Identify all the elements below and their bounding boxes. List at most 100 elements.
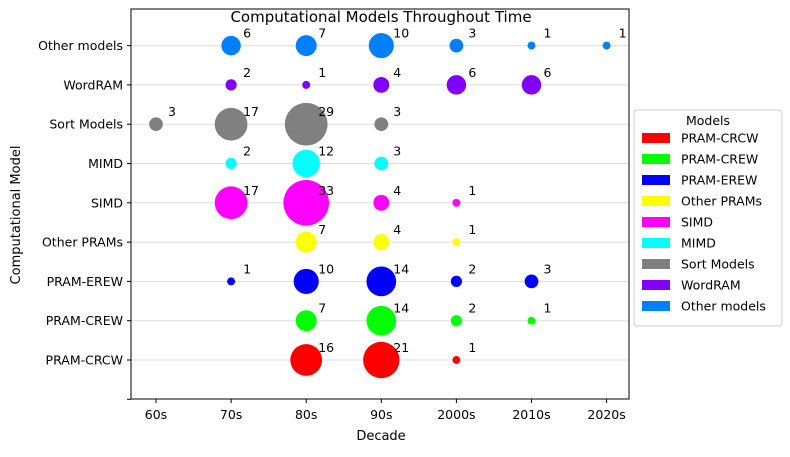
bubble-count-label: 1 bbox=[318, 65, 326, 80]
legend-swatch-pram-erew bbox=[642, 175, 670, 185]
bubble-count-label: 3 bbox=[393, 104, 401, 119]
bubble-count-label: 1 bbox=[544, 26, 552, 41]
bubble-other-models-2020s bbox=[602, 41, 611, 50]
bubble-count-label: 6 bbox=[468, 65, 476, 80]
legend-label-wordram: WordRAM bbox=[681, 278, 741, 293]
bubble-other-prams-2000s bbox=[452, 238, 461, 247]
x-tick-label: 80s bbox=[295, 407, 317, 422]
y-axis-label: Computational Model bbox=[9, 146, 24, 285]
bubble-count-label: 6 bbox=[544, 65, 552, 80]
x-axis-label: Decade bbox=[356, 429, 405, 444]
bubble-count-label: 7 bbox=[318, 222, 326, 237]
y-tick-label: Other models bbox=[38, 38, 123, 53]
legend-swatch-mimd bbox=[642, 238, 670, 248]
bubble-pram-erew-2000s bbox=[450, 275, 463, 288]
bubble-pram-erew-2010s bbox=[524, 274, 539, 289]
legend-label-mimd: MIMD bbox=[681, 236, 716, 251]
chart-title: Computational Models Throughout Time bbox=[230, 8, 531, 26]
bubble-pram-erew-90s bbox=[366, 266, 397, 297]
bubble-sort-models-60s bbox=[149, 117, 163, 132]
bubble-count-label: 4 bbox=[393, 183, 401, 198]
bubble-count-label: 14 bbox=[393, 301, 409, 316]
bubble-count-label: 1 bbox=[468, 222, 476, 237]
legend-swatch-other-models bbox=[642, 301, 670, 311]
legend-swatch-pram-crew bbox=[642, 154, 670, 164]
bubble-count-label: 3 bbox=[393, 144, 401, 159]
legend-title: Models bbox=[686, 113, 730, 128]
bubble-other-models-90s bbox=[368, 33, 394, 59]
bubble-simd-90s bbox=[373, 194, 390, 211]
legend-label-pram-erew: PRAM-EREW bbox=[681, 173, 757, 188]
y-tick-label: WordRAM bbox=[63, 77, 123, 92]
y-tick-label: SIMD bbox=[91, 195, 123, 210]
bubble-count-label: 1 bbox=[468, 340, 476, 355]
bubble-count-label: 17 bbox=[243, 104, 259, 119]
legend-frame bbox=[633, 109, 783, 327]
bubble-wordram-2000s bbox=[446, 75, 467, 95]
legend-label-sort-models: Sort Models bbox=[681, 257, 755, 272]
bubble-sort-models-70s bbox=[214, 107, 248, 141]
bubble-count-label: 4 bbox=[393, 65, 401, 80]
bubble-pram-erew-70s bbox=[227, 277, 236, 286]
legend: Models PRAM-CRCW PRAM-CREW PRAM-EREW Other … bbox=[633, 109, 783, 327]
plot-area bbox=[130, 8, 630, 400]
bubble-mimd-70s bbox=[225, 157, 237, 170]
legend-swatch-sort-models bbox=[642, 259, 670, 269]
bubble-count-label: 12 bbox=[318, 144, 334, 159]
bubble-simd-2000s bbox=[452, 198, 461, 207]
bubble-count-label: 1 bbox=[544, 301, 552, 316]
x-tick-label: 60s bbox=[145, 407, 167, 422]
bubble-count-label: 2 bbox=[468, 301, 476, 316]
legend-swatch-other-prams bbox=[642, 196, 670, 206]
bubble-count-label: 2 bbox=[468, 261, 476, 276]
bubble-pram-erew-80s bbox=[293, 268, 319, 294]
legend-swatch-simd bbox=[642, 217, 670, 227]
y-tick-label: PRAM-CREW bbox=[46, 313, 123, 328]
bubble-count-label: 21 bbox=[393, 340, 409, 355]
bubble-pram-crcw-90s bbox=[363, 341, 400, 379]
x-tick-label: 70s bbox=[220, 407, 242, 422]
bubble-count-label: 7 bbox=[318, 26, 326, 41]
bubble-pram-crew-90s bbox=[366, 305, 397, 336]
bubble-mimd-80s bbox=[292, 149, 320, 178]
legend-swatch-pram-crcw bbox=[642, 133, 670, 143]
bubble-wordram-90s bbox=[373, 76, 390, 93]
bubble-count-label: 6 bbox=[243, 26, 251, 41]
legend-label-pram-crcw: PRAM-CRCW bbox=[681, 131, 758, 146]
bubble-count-label: 29 bbox=[318, 104, 334, 119]
bubble-pram-crew-2000s bbox=[450, 315, 463, 327]
bubble-count-label: 16 bbox=[318, 340, 334, 355]
bubble-pram-crcw-80s bbox=[290, 344, 323, 376]
legend-label-other-prams: Other PRAMs bbox=[681, 194, 762, 209]
bubble-wordram-70s bbox=[225, 79, 237, 91]
legend-swatch-wordram bbox=[642, 280, 670, 290]
bubble-wordram-80s bbox=[302, 80, 311, 89]
x-tick-label: 2010s bbox=[512, 407, 550, 422]
bubble-other-models-2010s bbox=[527, 41, 536, 50]
bubble-count-label: 1 bbox=[619, 26, 627, 41]
y-tick-label: PRAM-EREW bbox=[47, 274, 123, 289]
bubble-pram-crcw-2000s bbox=[452, 356, 461, 364]
x-tick-label: 2000s bbox=[437, 407, 475, 422]
legend-label-other-models: Other models bbox=[681, 299, 766, 314]
y-tick-label: MIMD bbox=[88, 156, 123, 171]
bubble-count-label: 3 bbox=[544, 261, 552, 276]
bubble-count-label: 2 bbox=[243, 144, 251, 159]
bubble-simd-80s bbox=[283, 180, 330, 226]
x-tick-label: 90s bbox=[370, 407, 392, 422]
bubble-count-label: 7 bbox=[318, 301, 326, 316]
bubble-count-label: 1 bbox=[468, 183, 476, 198]
bubble-count-label: 3 bbox=[468, 26, 476, 41]
bubble-other-models-2000s bbox=[449, 38, 464, 53]
legend-label-simd: SIMD bbox=[681, 215, 713, 230]
bubble-count-label: 2 bbox=[243, 65, 251, 80]
bubble-mimd-90s bbox=[374, 156, 389, 171]
y-tick-label: PRAM-CRCW bbox=[46, 353, 123, 368]
bubble-count-label: 4 bbox=[393, 222, 401, 237]
bubble-count-label: 10 bbox=[318, 261, 334, 276]
bubble-pram-crew-2010s bbox=[527, 316, 536, 325]
bubble-count-label: 14 bbox=[393, 261, 409, 276]
bubble-other-models-70s bbox=[221, 35, 241, 56]
